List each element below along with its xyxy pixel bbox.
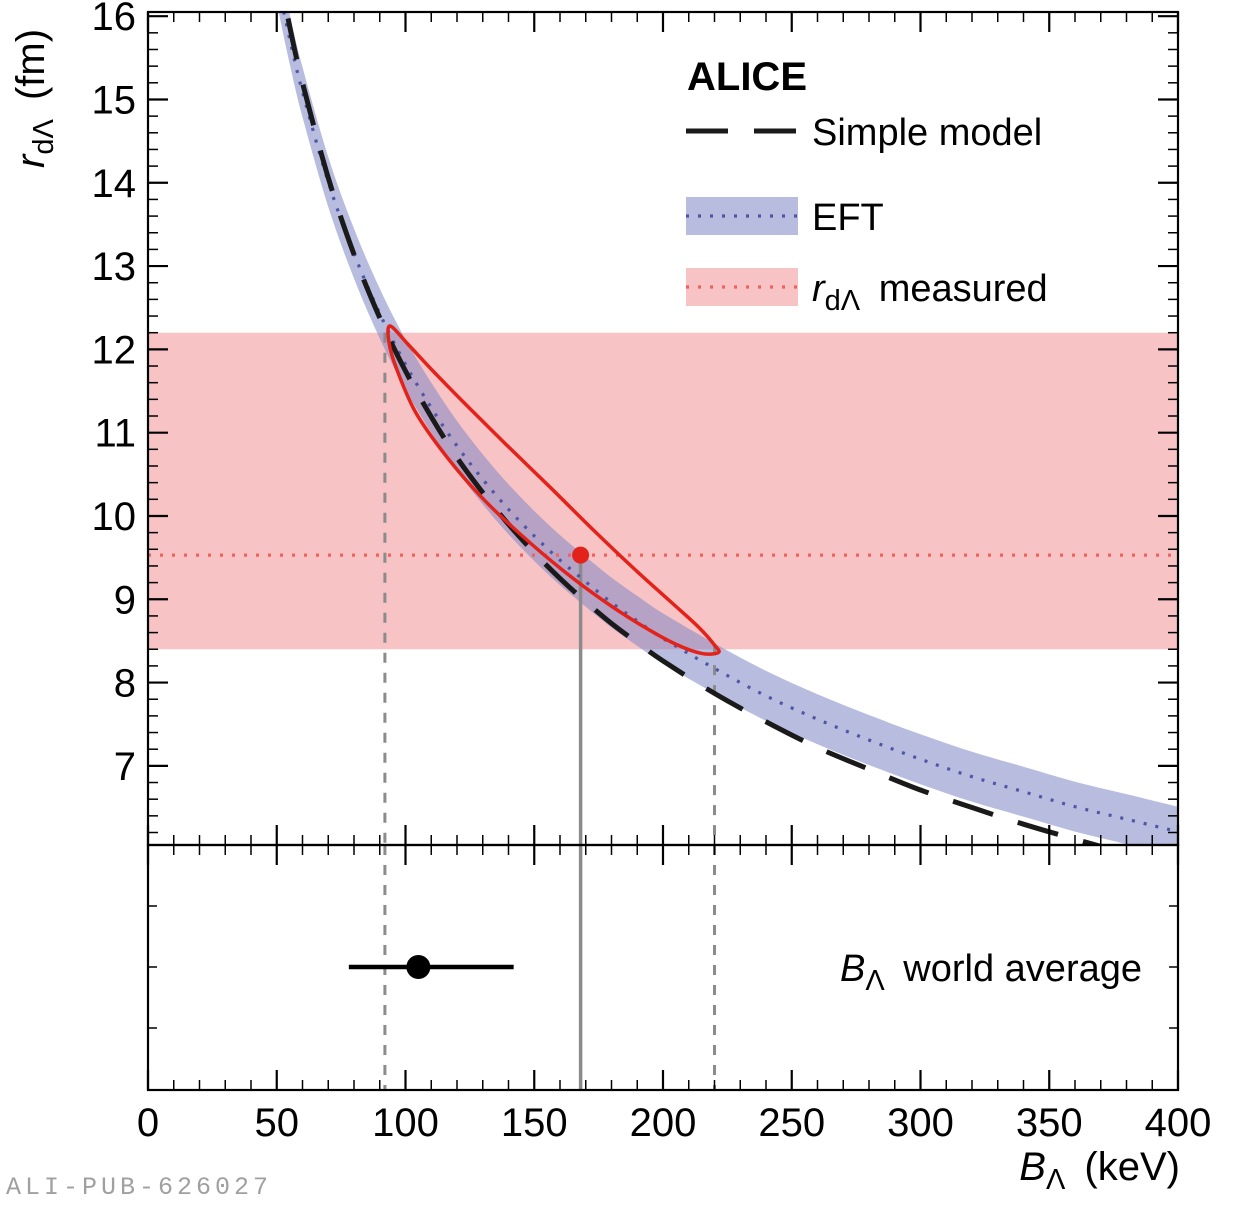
eft-curve xyxy=(282,12,1178,834)
x-tick-label: 350 xyxy=(1016,1101,1083,1145)
y-tick-label: 13 xyxy=(92,245,137,289)
x-tick-label: 100 xyxy=(372,1101,439,1145)
main-panel xyxy=(148,12,1178,845)
x-tick-label: 300 xyxy=(887,1101,954,1145)
best-fit-point xyxy=(572,546,590,564)
y-tick-label: 12 xyxy=(92,328,137,372)
y-tick-label: 15 xyxy=(92,78,137,122)
simple-model-curve xyxy=(284,12,1106,845)
x-tick-label: 250 xyxy=(758,1101,825,1145)
eft-band xyxy=(278,12,1178,845)
y-tick-label: 9 xyxy=(114,578,136,622)
x-tick-label: 400 xyxy=(1145,1101,1212,1145)
legend-simple-model-label: Simple model xyxy=(812,112,1042,154)
world-average-label: BΛ world average xyxy=(840,948,1142,997)
watermark: ALI-PUB-626027 xyxy=(6,1173,272,1202)
axes: 0 50 100 150 200 250 300 350 400 7 8 9 10 11 12 13 14 15 1… xyxy=(92,0,1212,1145)
measured-band xyxy=(148,332,1178,650)
y-tick-label: 7 xyxy=(114,745,136,789)
legend: ALICE Simple model EFT rdΛ measured xyxy=(686,55,1048,317)
y-tick-label: 8 xyxy=(114,662,136,706)
y-tick-label: 10 xyxy=(92,495,137,539)
legend-eft-label: EFT xyxy=(812,197,884,239)
legend-measured-label: rdΛ measured xyxy=(812,268,1048,317)
y-tick-label: 11 xyxy=(94,412,136,456)
x-axis-title: BΛ (keV) xyxy=(1019,1145,1180,1196)
x-tick-label: 50 xyxy=(255,1101,300,1145)
legend-measured-band xyxy=(686,268,798,306)
confidence-contour xyxy=(386,324,721,656)
x-tick-label: 0 xyxy=(137,1101,159,1145)
bottom-panel xyxy=(348,845,716,1090)
legend-title: ALICE xyxy=(687,55,807,99)
y-tick-label: 16 xyxy=(92,0,137,39)
x-tick-label: 150 xyxy=(501,1101,568,1145)
x-tick-label: 200 xyxy=(630,1101,697,1145)
y-axis-title: rdΛ (fm) xyxy=(9,29,60,168)
legend-eft-band xyxy=(686,197,798,235)
y-tick-label: 14 xyxy=(92,162,137,206)
world-average-point xyxy=(406,955,431,979)
